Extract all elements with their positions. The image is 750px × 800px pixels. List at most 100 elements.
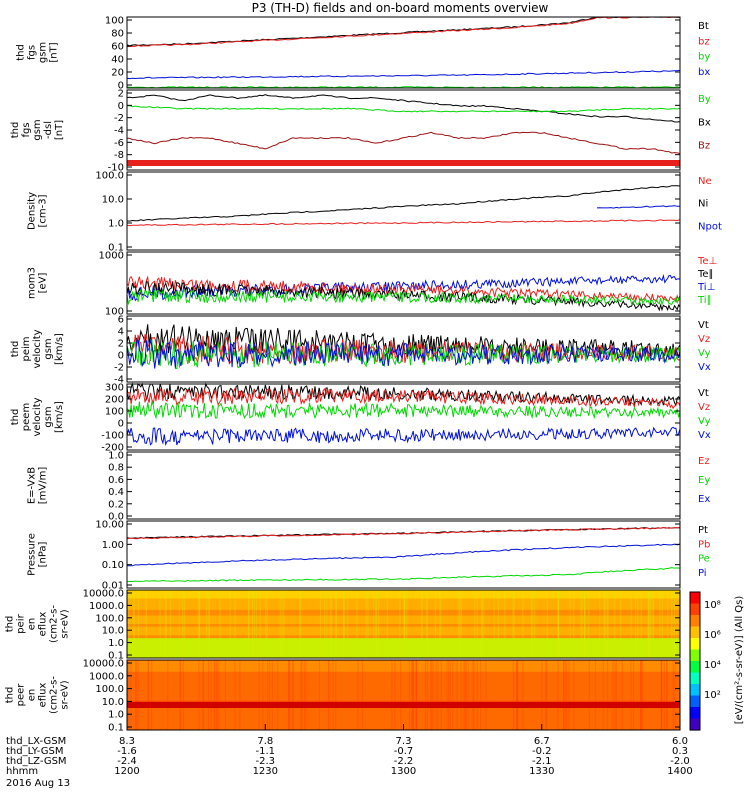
- series-Npot: [596, 205, 680, 209]
- heatmap-streak: [446, 660, 448, 730]
- heatmap-streak: [328, 660, 330, 730]
- heatmap-streak: [328, 660, 330, 730]
- legend-Pi: Pi: [698, 568, 707, 579]
- heatmap-streak: [426, 660, 429, 730]
- legend-By: By: [698, 94, 711, 105]
- bottom-tick-label: 7.8: [257, 736, 273, 747]
- heatmap-band: [127, 674, 680, 678]
- y-axis-label: thdpeireneflux(cm2-s-sr-eV): [5, 605, 71, 643]
- heatmap-band: [127, 643, 680, 648]
- colorbar-step: [690, 615, 700, 628]
- heatmap-band: [127, 715, 680, 719]
- series-Ne: [126, 219, 681, 227]
- heatmap-streak: [377, 590, 380, 658]
- y-tick-label: 4: [118, 327, 124, 338]
- panel-frame: [126, 171, 681, 251]
- heatmap-streak: [248, 590, 250, 658]
- heatmap-streak: [347, 590, 349, 658]
- heatmap-band: [127, 607, 680, 611]
- y-tick-label: 10.0: [102, 697, 124, 708]
- heatmap-streak: [305, 660, 307, 730]
- red-band: [127, 160, 680, 166]
- heatmap-streak: [343, 590, 345, 658]
- heatmap-streak: [431, 660, 433, 730]
- heatmap-streak: [472, 660, 474, 730]
- heatmap-streak: [406, 590, 408, 658]
- colorbar-frame: [689, 591, 701, 731]
- heatmap-streak: [164, 590, 166, 658]
- y-tick-label: 100: [105, 16, 124, 27]
- panel-3: 100.0 10.0 1.0 0.1 Density[cm-3] Ne Ni Npot: [27, 171, 722, 254]
- heatmap-streak: [408, 660, 411, 730]
- heatmap-streak: [630, 660, 632, 730]
- legend-Vy: Vy: [698, 348, 711, 359]
- heatmap-streak: [465, 660, 467, 730]
- heatmap-streak: [203, 660, 205, 730]
- heatmap-streak: [130, 660, 132, 730]
- series-bx: [126, 86, 681, 89]
- legend-Ey: Ey: [698, 475, 710, 486]
- heatmap-streak: [588, 590, 590, 658]
- heatmap-streak: [456, 660, 458, 730]
- colorbar-tick: 10²: [704, 690, 721, 701]
- y-axis-label: thdpeereneflux(cm2-s-sr-eV): [5, 676, 71, 714]
- heatmap-streak: [415, 660, 417, 730]
- heatmap-streak: [269, 660, 271, 730]
- heatmap-streak: [573, 660, 575, 730]
- heatmap-streak: [335, 590, 338, 658]
- heatmap-band: [127, 649, 680, 653]
- bottom-tick-label: -1.1: [256, 746, 276, 757]
- bottom-row-label: thd_LZ-GSM: [6, 756, 67, 767]
- series-Vz: [126, 386, 681, 410]
- heatmap-streak: [615, 660, 618, 730]
- legend-Bx: Bx: [698, 117, 711, 128]
- heatmap-streak: [497, 590, 500, 658]
- heatmap-streak: [563, 660, 565, 730]
- heatmap-band: [127, 683, 680, 687]
- heatmap-band: [127, 621, 680, 625]
- heatmap-streak: [485, 660, 487, 730]
- y-tick-label: 0.4: [108, 487, 124, 498]
- heatmap-band: [127, 624, 680, 628]
- y-tick-label: 10.0: [102, 626, 124, 637]
- bottom-tick-label: -1.6: [117, 746, 137, 757]
- heatmap-streak: [663, 660, 665, 730]
- legend-Te⊥: Te⊥: [697, 256, 717, 267]
- heatmap-streak: [288, 660, 290, 730]
- heatmap-streak: [248, 590, 250, 658]
- y-tick-label: 300: [105, 383, 124, 394]
- colorbar-step: [690, 626, 700, 639]
- legend-Bt: Bt: [698, 21, 709, 32]
- heatmap-streak: [452, 660, 454, 730]
- legend-Ti⊥: Ti⊥: [697, 282, 715, 293]
- y-tick-label: 10000.0: [83, 589, 124, 600]
- heatmap-band: [127, 595, 680, 599]
- heatmap-streak: [255, 590, 258, 658]
- heatmap-streak: [335, 660, 337, 730]
- heatmap-streak: [259, 590, 261, 658]
- bottom-tick-label: -2.0: [670, 756, 690, 767]
- heatmap-streak: [299, 590, 301, 658]
- heatmap-streak: [671, 590, 673, 658]
- heatmap-streak: [324, 590, 326, 658]
- heatmap-streak: [671, 590, 673, 658]
- heatmap-band: [127, 638, 680, 642]
- heatmap-band: [127, 641, 680, 645]
- heatmap-streak: [289, 660, 291, 730]
- y-axis-label: thdpeimvelocitygsm[km/s]: [10, 329, 65, 368]
- heatmap-streak: [159, 590, 161, 658]
- colorbar-step: [690, 638, 700, 651]
- y-tick-label: -100: [101, 431, 124, 442]
- heatmap-streak: [640, 590, 642, 658]
- y-tick-label: -200: [101, 443, 124, 454]
- legend-Vt: Vt: [698, 388, 709, 399]
- heatmap-streak: [147, 660, 149, 730]
- figure-title: P3 (TH-D) fields and on-board moments ov…: [252, 1, 549, 15]
- heatmap-streak: [292, 660, 294, 730]
- heatmap-streak: [476, 660, 478, 730]
- y-tick-label: 0: [118, 101, 124, 112]
- heatmap-streak: [416, 660, 418, 730]
- heatmap-streak: [271, 660, 273, 730]
- heatmap-streak: [365, 590, 367, 658]
- heatmap-streak: [449, 660, 451, 730]
